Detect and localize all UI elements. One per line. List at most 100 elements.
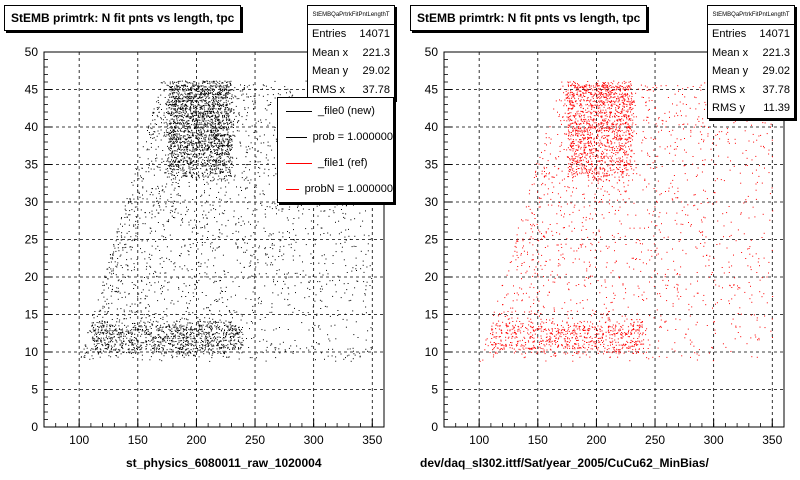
data-point [188,182,190,183]
data-point [193,94,195,96]
data-point [182,137,184,139]
data-point [186,141,188,143]
data-point [193,164,195,166]
data-point [155,351,157,353]
data-point [160,129,162,131]
data-point [190,328,192,329]
data-point [193,173,195,175]
data-point [360,268,362,270]
data-point [136,340,138,342]
data-point [217,324,219,326]
data-point [210,143,212,145]
data-point [202,348,204,350]
data-point [227,92,229,94]
data-point [208,160,210,162]
data-point [256,138,258,139]
data-point [165,326,167,328]
data-point [216,344,218,346]
data-point [130,198,131,200]
data-point [220,134,222,136]
data-point [196,85,198,87]
data-point [136,329,138,331]
data-point [171,357,173,359]
data-point [193,85,195,87]
data-point [214,352,216,353]
data-point [271,243,273,245]
data-point [205,336,207,338]
data-point [195,109,197,111]
data-point [160,82,162,84]
data-point [284,298,286,300]
data-point [182,98,184,100]
data-point [226,175,227,177]
data-point [201,165,203,167]
data-point [146,283,148,285]
data-point [194,148,196,149]
data-point [175,341,177,342]
data-point [226,122,228,124]
data-point [198,97,200,99]
data-point [132,349,134,351]
data-point [175,347,177,349]
data-point [186,146,188,148]
data-point [185,285,187,287]
data-point [176,194,178,196]
data-point [226,356,227,358]
data-point [275,208,277,210]
data-point [169,330,171,332]
data-point [209,168,211,170]
data-point [269,233,271,235]
data-point [254,273,255,275]
data-point [208,145,210,147]
data-point [210,129,212,131]
data-point [369,265,371,267]
data-point [182,172,184,174]
data-point [156,329,158,331]
data-point [214,115,216,116]
data-point [207,156,209,158]
data-point [197,341,199,343]
data-point [133,288,135,289]
data-point [83,356,85,358]
data-point [236,259,238,261]
data-point [175,84,177,86]
data-point [188,251,190,252]
data-point [188,185,190,187]
data-point [198,82,200,84]
data-point [101,292,103,294]
data-point [161,329,163,331]
data-point [219,109,221,111]
data-point [109,338,111,339]
data-point [173,134,175,135]
data-point [246,322,248,324]
data-point [84,355,86,357]
data-point [215,112,217,114]
data-point [335,291,337,293]
data-point [211,180,213,182]
data-point [199,328,200,330]
data-point [232,157,234,159]
data-point [163,89,165,91]
data-point [225,117,227,118]
data-point [224,353,225,355]
data-point [159,166,161,168]
x-tick-label: 150 [128,433,148,447]
data-point [365,339,367,341]
data-point [213,169,215,171]
data-point [231,147,233,149]
data-point [166,220,168,222]
data-point [178,80,180,82]
data-point [220,104,222,106]
data-point [225,94,227,96]
data-point [173,303,175,305]
data-point [167,165,169,166]
data-point [226,201,228,203]
data-point [204,345,206,346]
data-point [186,145,188,147]
data-point [170,90,172,92]
data-point [180,104,182,106]
data-point [312,275,314,277]
data-point [163,122,165,124]
data-point [207,321,209,323]
data-point [240,186,242,188]
